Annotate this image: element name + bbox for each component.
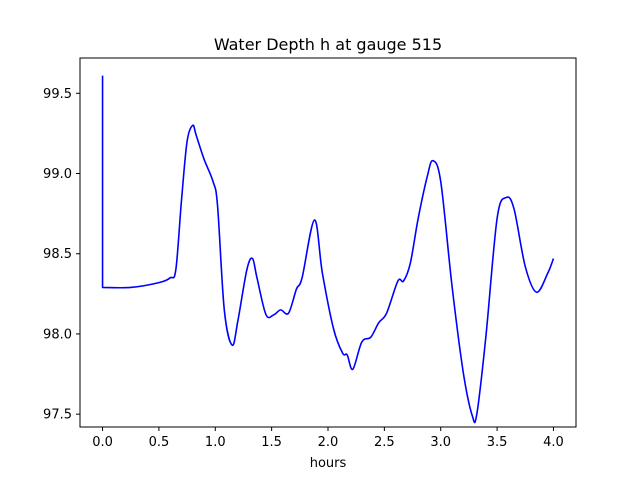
x-tick-label: 2.5 <box>374 435 395 450</box>
series-line-0 <box>101 75 555 424</box>
y-tick-label: 98.0 <box>43 327 72 342</box>
chart-title: Water Depth h at gauge 515 <box>214 35 442 54</box>
x-tick-label: 1.0 <box>205 435 226 450</box>
y-tick-label: 99.0 <box>43 167 72 182</box>
x-tick-label: 3.5 <box>487 435 508 450</box>
y-axis: 97.5 98.0 98.5 99.0 99.5 <box>43 87 80 423</box>
x-tick-label: 1.5 <box>261 435 282 450</box>
x-tick-label: 0.5 <box>149 435 170 450</box>
x-axis: 0.0 0.5 1.0 1.5 2.0 2.5 3.0 3.5 4.0 <box>92 427 564 450</box>
y-tick-label: 98.5 <box>43 247 72 262</box>
x-tick-label: 4.0 <box>543 435 564 450</box>
x-tick-label: 2.0 <box>318 435 339 450</box>
x-tick-label: 0.0 <box>92 435 113 450</box>
plot-area <box>101 75 555 424</box>
x-axis-label: hours <box>310 456 347 471</box>
plot-frame <box>79 57 577 428</box>
y-tick-label: 99.5 <box>43 87 72 102</box>
y-tick-label: 97.5 <box>43 408 72 423</box>
x-tick-label: 3.0 <box>430 435 451 450</box>
